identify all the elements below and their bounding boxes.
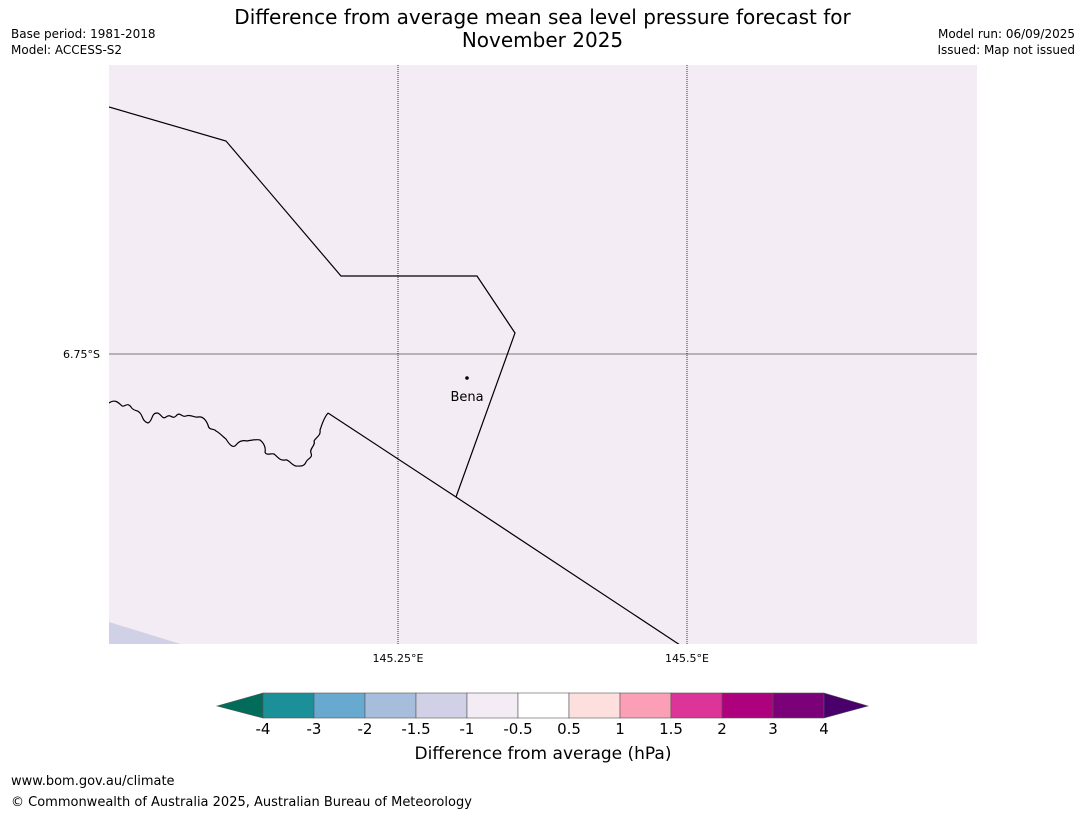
colorbar <box>215 692 870 719</box>
colorbar-tick-label: 1 <box>615 720 625 738</box>
bena-location-dot <box>465 376 469 380</box>
title-line-1: Difference from average mean sea level p… <box>234 5 851 29</box>
colorbar-segment <box>568 692 621 719</box>
colorbar-segment <box>364 692 417 719</box>
footer-copyright: © Commonwealth of Australia 2025, Austra… <box>11 795 472 810</box>
map-area <box>109 65 977 644</box>
lower-left-shading <box>109 622 181 644</box>
colorbar-over-arrow <box>823 692 870 719</box>
colorbar-segment <box>262 692 315 719</box>
province-boundary-south <box>327 412 680 644</box>
colorbar-tick-label: 1.5 <box>659 720 683 738</box>
colorbar-segment <box>313 692 366 719</box>
colorbar-segment <box>415 692 468 719</box>
colorbar-tick-label: 0.5 <box>557 720 581 738</box>
coastline <box>109 400 329 467</box>
longitude-label-145-25: 145.25°E <box>373 652 424 665</box>
colorbar-tick-label: 4 <box>819 720 829 738</box>
bena-label: Bena <box>450 390 483 405</box>
colorbar-tick-label: -4 <box>255 720 271 738</box>
colorbar-segment <box>466 692 519 719</box>
colorbar-segment <box>619 692 672 719</box>
map-title: Difference from average mean sea level p… <box>0 6 1085 52</box>
colorbar-segment <box>772 692 825 719</box>
colorbar-segment <box>670 692 723 719</box>
colorbar-under-arrow <box>215 692 264 719</box>
colorbar-tick-label: -2 <box>357 720 373 738</box>
colorbar-tick-label: 2 <box>717 720 727 738</box>
base-period-text: Base period: 1981-2018 <box>11 27 156 41</box>
title-line-2: November 2025 <box>461 28 624 52</box>
colorbar-tick-label: -0.5 <box>503 720 533 738</box>
longitude-label-145-5: 145.5°E <box>665 652 709 665</box>
colorbar-tick-label: 3 <box>768 720 778 738</box>
colorbar-title: Difference from average (hPa) <box>414 744 672 764</box>
colorbar-segment <box>721 692 774 719</box>
colorbar-tick-label: -1 <box>459 720 475 738</box>
colorbar-tick-label: -3 <box>306 720 322 738</box>
colorbar-segment <box>517 692 570 719</box>
footer-url[interactable]: www.bom.gov.au/climate <box>11 774 175 789</box>
meta-right: Model run: 06/09/2025 Issued: Map not is… <box>937 26 1075 58</box>
province-boundary-north <box>109 106 516 498</box>
latitude-label: 6.75°S <box>63 348 100 361</box>
colorbar-tick-label: -1.5 <box>401 720 431 738</box>
issued-text: Issued: Map not issued <box>937 43 1075 57</box>
meta-left: Base period: 1981-2018 Model: ACCESS-S2 <box>11 26 156 58</box>
colorbar-segments <box>262 692 825 719</box>
model-text: Model: ACCESS-S2 <box>11 43 123 57</box>
model-run-text: Model run: 06/09/2025 <box>937 27 1075 41</box>
